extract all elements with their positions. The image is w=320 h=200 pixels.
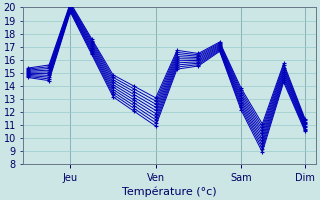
X-axis label: Température (°c): Température (°c) [122, 186, 217, 197]
